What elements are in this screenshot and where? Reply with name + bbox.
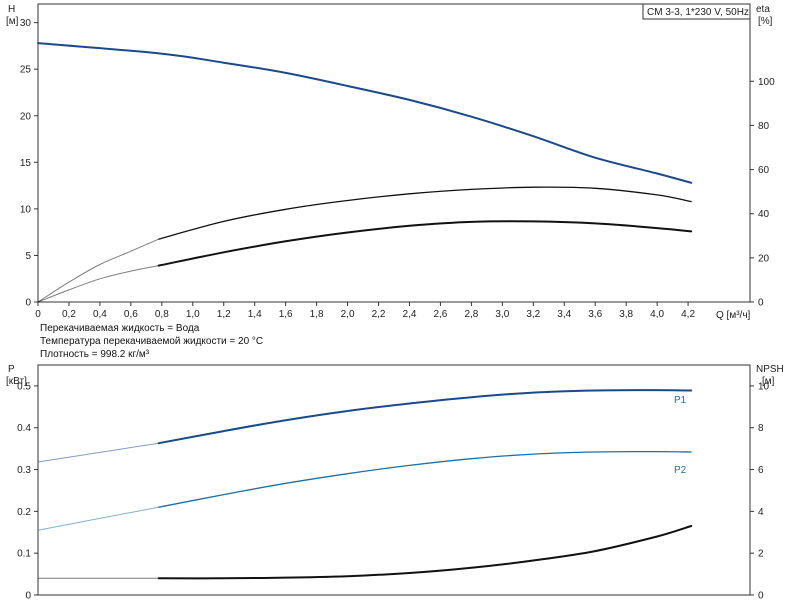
head-axis-ticks: 0 5 10 15 20 25 30	[20, 18, 38, 309]
left-tick-label: 10	[20, 204, 32, 215]
series-2-line	[157, 525, 693, 580]
chart-title: CM 3-3, 1*230 V, 50Hz	[647, 7, 749, 18]
right-tick-label: 8	[758, 423, 764, 434]
head-axis-unit: [м]	[6, 16, 19, 27]
power-axis-ticks: 0 0.1 0.2 0.3 0.4 0.5	[17, 381, 38, 600]
series-2-extrapolated-line	[37, 265, 159, 303]
left-tick-label: 0.4	[17, 423, 31, 434]
x-tick-label: 4,2	[681, 309, 695, 320]
x-tick-label: 1,6	[279, 309, 293, 320]
left-tick-label: 30	[20, 18, 32, 29]
left-tick-label: 20	[20, 111, 32, 122]
head-axis-label: H	[8, 4, 15, 15]
liquid-info: Перекачиваемая жидкость = Вода	[40, 323, 200, 334]
series-0-line	[157, 389, 693, 445]
bottom-plot-frame	[37, 364, 751, 596]
eta-axis-label: eta	[756, 4, 770, 15]
right-tick-label: 100	[758, 77, 775, 88]
left-tick-label: 0	[25, 591, 31, 600]
series-1-extrapolated-line	[37, 506, 159, 531]
right-tick-label: 4	[758, 507, 764, 518]
density-info: Плотность = 998.2 кг/м³	[40, 349, 150, 360]
x-tick-label: 0,8	[155, 309, 169, 320]
right-tick-label: 60	[758, 165, 770, 176]
x-tick-label: 4,0	[650, 309, 664, 320]
x-tick-label: 0,4	[93, 309, 107, 320]
x-tick-label: 1,2	[217, 309, 231, 320]
x-tick-label: 1,0	[186, 309, 200, 320]
npsh-axis-unit: [м]	[762, 376, 775, 387]
top-series-group	[37, 42, 693, 303]
left-tick-label: 0.1	[17, 549, 31, 560]
bottom-series-group	[37, 389, 693, 580]
series-1-line	[158, 186, 692, 240]
x-tick-label: 2,6	[433, 309, 447, 320]
series-1-extrapolated-line	[37, 238, 159, 303]
x-tick-label: 1,8	[310, 309, 324, 320]
right-tick-label: 6	[758, 465, 764, 476]
x-tick-label: 3,6	[588, 309, 602, 320]
eta-axis-unit: [%]	[758, 16, 773, 27]
x-tick-label: 0	[35, 309, 41, 320]
right-tick-label: 0	[758, 298, 764, 309]
x-tick-label: 2,2	[372, 309, 386, 320]
left-tick-label: 25	[20, 65, 32, 76]
series-2-line	[157, 220, 693, 267]
temperature-info: Температура перекачиваемой жидкости = 20…	[40, 336, 263, 347]
x-tick-label: 0,2	[62, 309, 76, 320]
x-tick-label: 3,0	[495, 309, 509, 320]
flow-axis-ticks: 0 0,2 0,4 0,6 0,8 1,0 1,2 1,4 1,6 1,8 2,0 2,2 2,4 2,6…	[35, 302, 695, 320]
power-axis-unit: [кВт]	[6, 376, 27, 387]
right-tick-label: 10	[758, 381, 770, 392]
series-1-line	[158, 450, 692, 508]
series-0-line	[37, 42, 693, 184]
x-tick-label: 0,6	[124, 309, 138, 320]
power-npsh-chart: 0 0.1 0.2 0.3 0.4 0.5 0 2 4 6 8 10 P [кВт] NPSH [м…	[6, 364, 784, 600]
npsh-axis-label: NPSH	[756, 364, 784, 375]
top-plot-frame	[37, 3, 751, 303]
left-tick-label: 0	[25, 298, 31, 309]
p1-series-label: P1	[674, 395, 687, 406]
left-tick-label: 0.2	[17, 507, 31, 518]
right-tick-label: 20	[758, 253, 770, 264]
eta-axis-ticks: 0 20 40 60 80 100	[750, 77, 775, 309]
left-tick-label: 5	[25, 251, 31, 262]
right-tick-label: 0	[758, 591, 764, 600]
series-0-extrapolated-line	[37, 442, 159, 463]
flow-axis-label: Q [м³/ч]	[716, 310, 751, 321]
p2-series-label: P2	[674, 465, 687, 476]
chart-title-box	[642, 3, 751, 20]
left-tick-label: 0.5	[17, 381, 31, 392]
x-tick-label: 2,8	[464, 309, 478, 320]
npsh-axis-ticks: 0 2 4 6 8 10	[750, 381, 770, 600]
x-tick-label: 3,8	[619, 309, 633, 320]
x-tick-label: 2,4	[403, 309, 417, 320]
x-tick-label: 3,2	[526, 309, 540, 320]
right-tick-label: 40	[758, 209, 770, 220]
x-tick-label: 3,4	[557, 309, 571, 320]
right-tick-label: 2	[758, 549, 764, 560]
right-tick-label: 80	[758, 121, 770, 132]
power-axis-label: P	[8, 364, 15, 375]
left-tick-label: 15	[20, 158, 32, 169]
head-efficiency-chart: 0 5 10 15 20 25 30 0 20 40 60 80 100 0 0,2 0,4 0,6 0,8 1…	[6, 3, 775, 360]
left-tick-label: 0.3	[17, 465, 31, 476]
x-tick-label: 2,0	[341, 309, 355, 320]
x-tick-label: 1,4	[248, 309, 262, 320]
